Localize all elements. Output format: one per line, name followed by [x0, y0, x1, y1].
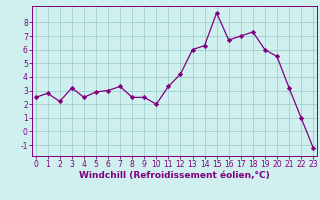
- X-axis label: Windchill (Refroidissement éolien,°C): Windchill (Refroidissement éolien,°C): [79, 171, 270, 180]
